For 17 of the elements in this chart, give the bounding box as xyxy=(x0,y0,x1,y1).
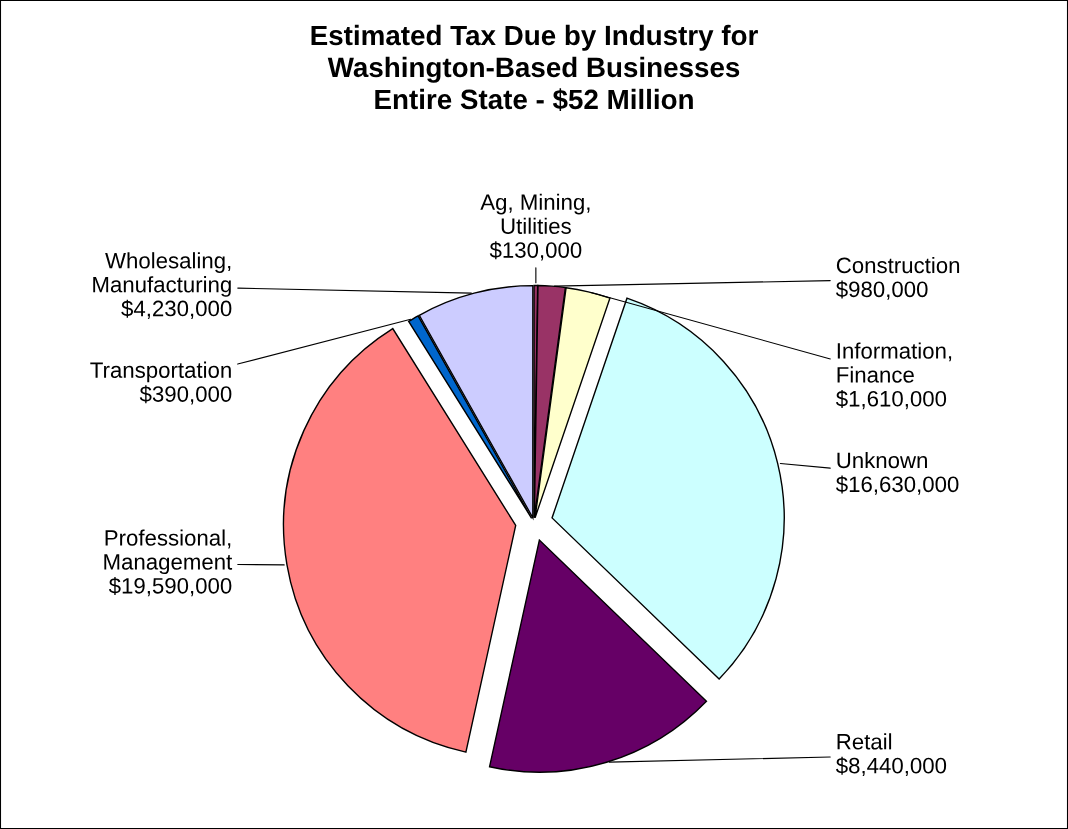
data-label: $19,590,000 xyxy=(108,576,232,597)
data-label: $16,630,000 xyxy=(836,475,959,495)
data-label: $130,000 xyxy=(489,241,582,261)
data-label: $980,000 xyxy=(836,280,928,300)
slice-label: Professional, Management xyxy=(104,529,233,575)
slice-label: Transportation xyxy=(90,361,231,383)
legend-label: Unknown xyxy=(837,451,927,469)
data-label: $8,440,000 xyxy=(836,756,947,777)
slice-label: Wholesaling, Manufacturing xyxy=(93,252,231,297)
slice-label: Construction xyxy=(836,256,960,274)
slice-label: Ag, Mining, Utilities xyxy=(480,193,590,234)
data-label: $1,610,000 xyxy=(836,389,947,410)
data-label: $390,000 xyxy=(139,385,232,405)
slice-label: Information, Finance xyxy=(837,342,952,383)
slice-label: Retail xyxy=(837,733,892,750)
data-label: $4,230,000 xyxy=(121,299,232,319)
chart-title: Estimated Tax Due by Industry for Washington-Based Businesses Entire State - $52 Million xyxy=(311,24,758,112)
